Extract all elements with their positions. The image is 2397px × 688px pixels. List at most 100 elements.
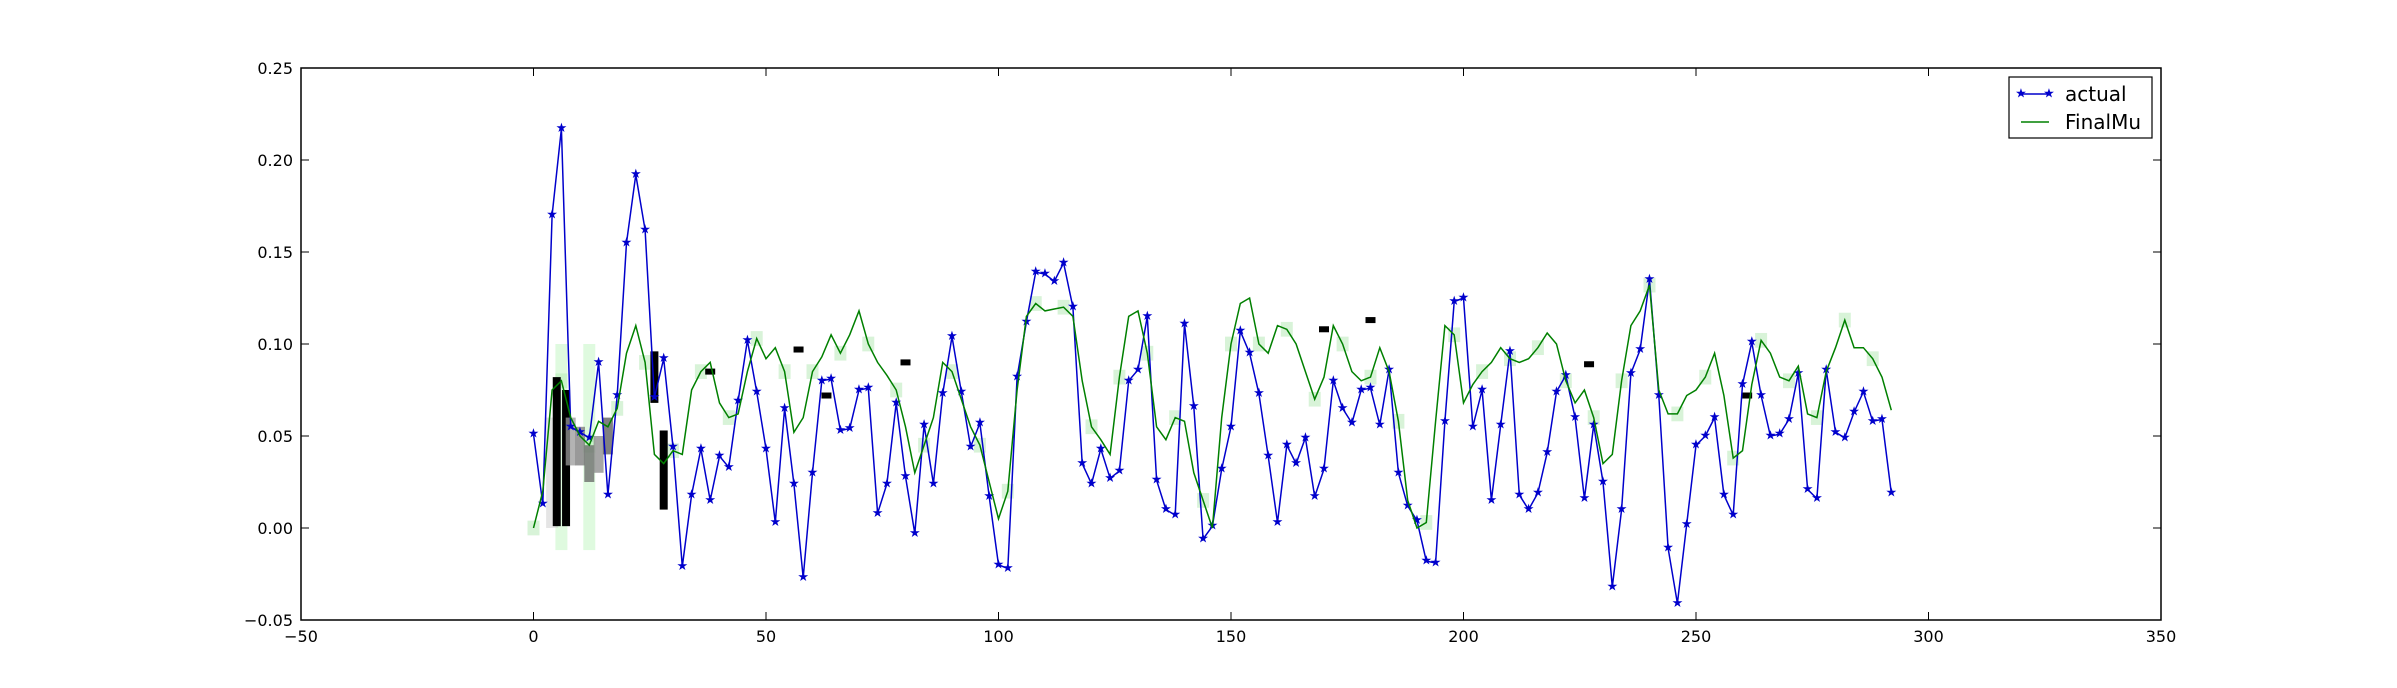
data-point-actual: ★	[1644, 272, 1656, 287]
data-point-actual: ★	[1337, 401, 1349, 416]
data-point-actual: ★	[1281, 438, 1293, 453]
mu-block	[1319, 326, 1329, 333]
data-point-actual: ★	[1179, 316, 1191, 331]
data-point-actual: ★	[1104, 471, 1116, 486]
data-point-actual: ★	[1393, 465, 1405, 480]
data-point-actual: ★	[1169, 508, 1181, 523]
data-point-actual: ★	[1132, 362, 1144, 377]
data-point-actual: ★	[1318, 462, 1330, 477]
data-point-actual: ★	[658, 351, 670, 366]
data-point-actual: ★	[1095, 441, 1107, 456]
data-point-actual: ★	[1765, 429, 1777, 444]
data-point-actual: ★	[1448, 294, 1460, 309]
mu-block	[821, 392, 832, 399]
data-point-actual: ★	[955, 384, 967, 399]
data-point-actual: ★	[704, 493, 716, 508]
data-point-actual: ★	[1039, 267, 1051, 282]
data-point-actual: ★	[723, 460, 735, 475]
data-point-actual: ★	[1476, 383, 1488, 398]
data-point-actual: ★	[1867, 414, 1879, 429]
data-point-actual: ★	[1802, 482, 1814, 497]
data-point-actual: ★	[1067, 300, 1079, 315]
data-point-actual: ★	[1290, 456, 1302, 471]
data-point-actual: ★	[769, 515, 781, 530]
x-tick-label: 150	[1216, 627, 1247, 646]
data-point-actual: ★	[1746, 335, 1758, 350]
x-tick-label: 200	[1448, 627, 1479, 646]
data-point-actual: ★	[751, 384, 763, 399]
data-point-actual: ★	[686, 487, 698, 502]
data-point-actual: ★	[1569, 410, 1581, 425]
data-point-actual: ★	[1699, 429, 1711, 444]
data-point-actual: ★	[1588, 417, 1600, 432]
data-point-actual: ★	[574, 425, 586, 440]
data-point-actual: ★	[537, 497, 549, 512]
legend-label-finalmu: FinalMu	[2065, 110, 2141, 134]
data-point-actual: ★	[1244, 346, 1256, 361]
data-point-actual: ★	[1365, 381, 1377, 396]
legend-label-actual: actual	[2065, 82, 2127, 106]
data-point-actual: ★	[1058, 256, 1070, 271]
data-point-actual: ★	[1811, 491, 1823, 506]
data-point-actual: ★	[1086, 476, 1098, 491]
y-tick-label: −0.05	[244, 611, 293, 630]
data-point-actual: ★	[1560, 368, 1572, 383]
data-point-actual: ★	[1300, 430, 1312, 445]
data-point-actual: ★	[1755, 388, 1767, 403]
data-point-actual: ★	[1346, 416, 1358, 431]
legend-marker-actual: ★	[2015, 87, 2027, 102]
y-tick-label: 0.15	[257, 243, 293, 262]
data-point-actual: ★	[993, 557, 1005, 572]
data-point-actual: ★	[900, 469, 912, 484]
data-point-actual: ★	[528, 427, 540, 442]
data-point-actual: ★	[1402, 498, 1414, 513]
data-point-actual: ★	[1225, 419, 1237, 434]
mu-block	[1742, 392, 1753, 399]
data-point-actual: ★	[928, 476, 940, 491]
data-point-actual: ★	[797, 570, 809, 585]
data-point-actual: ★	[593, 355, 605, 370]
mu-block	[602, 417, 613, 455]
data-point-actual: ★	[1634, 342, 1646, 357]
x-tick-label: 50	[756, 627, 776, 646]
y-tick-label: 0.10	[257, 335, 293, 354]
data-point-actual: ★	[1830, 425, 1842, 440]
data-point-actual: ★	[1420, 554, 1432, 569]
data-point-actual: ★	[825, 371, 837, 386]
mu-block	[650, 351, 659, 403]
data-point-actual: ★	[1672, 596, 1684, 611]
data-point-actual: ★	[1504, 344, 1516, 359]
data-point-actual: ★	[1848, 405, 1860, 420]
y-tick-label: 0.25	[257, 59, 293, 78]
data-point-actual: ★	[676, 559, 688, 574]
data-point-actual: ★	[872, 506, 884, 521]
data-point-actual: ★	[1188, 399, 1200, 414]
data-point-actual: ★	[621, 235, 633, 250]
x-tick-label: 250	[1681, 627, 1712, 646]
data-point-actual: ★	[1486, 493, 1498, 508]
data-point-actual: ★	[844, 421, 856, 436]
mu-block	[575, 426, 585, 466]
data-point-actual: ★	[1123, 373, 1135, 388]
data-point-actual: ★	[1076, 456, 1088, 471]
data-point-actual: ★	[1253, 386, 1265, 401]
data-point-actual: ★	[732, 394, 744, 409]
data-point-actual: ★	[1876, 412, 1888, 427]
data-point-actual: ★	[853, 383, 865, 398]
data-point-actual: ★	[714, 449, 726, 464]
data-point-actual: ★	[974, 416, 986, 431]
data-point-actual: ★	[937, 386, 949, 401]
data-point-actual: ★	[546, 208, 558, 223]
data-point-actual: ★	[1374, 417, 1386, 432]
data-point-actual: ★	[1216, 462, 1228, 477]
data-point-actual: ★	[1114, 463, 1126, 478]
data-point-actual: ★	[890, 395, 902, 410]
x-tick-label: −50	[284, 627, 318, 646]
data-point-actual: ★	[1858, 384, 1870, 399]
data-point-actual: ★	[1727, 508, 1739, 523]
y-tick-label: 0.05	[257, 427, 293, 446]
mu-block	[593, 436, 604, 473]
data-point-actual: ★	[1718, 487, 1730, 502]
data-point-actual: ★	[1662, 541, 1674, 556]
